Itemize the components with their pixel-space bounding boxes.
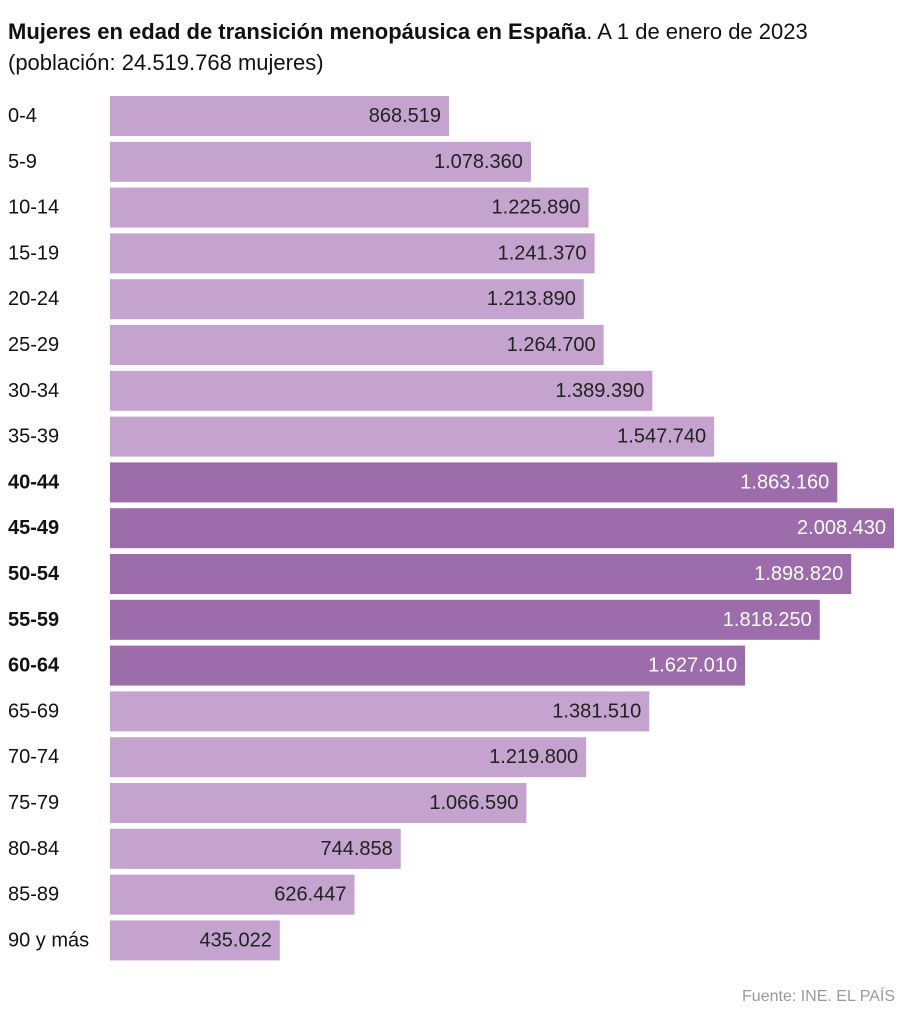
bar <box>110 187 589 228</box>
value-label: 1.898.820 <box>754 563 843 585</box>
bar-row-30-34: 30-34 1.389.390 <box>8 370 653 411</box>
category-label: 10-14 <box>8 197 59 219</box>
category-label: 20-24 <box>8 288 59 310</box>
category-label: 25-29 <box>8 334 59 356</box>
bar-row-35-39: 35-39 1.547.740 <box>8 416 715 457</box>
bar-row-15-19: 15-19 1.241.370 <box>8 233 595 274</box>
bar-row-75-79: 75-79 1.066.590 <box>8 783 527 823</box>
bar <box>110 691 650 732</box>
bar-row-70-74: 70-74 1.219.800 <box>8 737 587 778</box>
value-label: 1.066.590 <box>429 792 518 814</box>
bar-row-0-4: 0-4 868.519 <box>8 96 450 136</box>
chart-title-bold: Mujeres en edad de transición menopáusic… <box>8 19 587 44</box>
bar <box>110 141 531 182</box>
category-label: 15-19 <box>8 242 59 264</box>
value-label: 744.858 <box>320 838 392 860</box>
bar-row-60-64: 60-64 1.627.010 <box>8 645 746 686</box>
category-label: 70-74 <box>8 746 59 768</box>
category-label: 45-49 <box>8 517 59 539</box>
bar-row-85-89: 85-89 626.447 <box>8 874 355 915</box>
value-label: 1.389.390 <box>555 380 644 402</box>
value-label: 1.264.700 <box>507 334 596 356</box>
bar <box>110 920 280 961</box>
bar <box>110 599 820 640</box>
source-note: Fuente: INE. EL PAÍS <box>742 988 895 1005</box>
value-label: 435.022 <box>200 929 272 951</box>
bar <box>110 96 450 136</box>
category-label: 40-44 <box>8 471 60 493</box>
bar-row-90-y-más: 90 y más 435.022 <box>8 920 280 961</box>
bar <box>110 325 604 365</box>
bar-row-20-24: 20-24 1.213.890 <box>8 279 584 320</box>
category-label: 35-39 <box>8 426 59 448</box>
category-label: 65-69 <box>8 700 59 722</box>
bar-row-40-44: 40-44 1.863.160 <box>8 462 838 503</box>
category-label: 75-79 <box>8 792 59 814</box>
bar-row-10-14: 10-14 1.225.890 <box>8 187 589 228</box>
bar-chart: 0-4 868.519 5-9 1.078.360 10-14 1.225.890 15-1… <box>8 96 894 961</box>
bar <box>110 462 838 503</box>
bar <box>110 783 527 823</box>
value-label: 1.219.800 <box>489 746 578 768</box>
category-label: 50-54 <box>8 563 60 585</box>
category-label: 0-4 <box>8 105 37 127</box>
bar <box>110 828 401 869</box>
bar <box>110 508 894 549</box>
bar-row-80-84: 80-84 744.858 <box>8 828 401 869</box>
category-label: 30-34 <box>8 380 59 402</box>
value-label: 1.241.370 <box>498 242 587 264</box>
value-label: 1.381.510 <box>552 700 641 722</box>
bar-row-5-9: 5-9 1.078.360 <box>8 141 531 182</box>
value-label: 626.447 <box>274 884 346 906</box>
value-label: 1.818.250 <box>723 609 812 631</box>
category-label: 60-64 <box>8 655 60 677</box>
bar <box>110 233 595 274</box>
bar-row-45-49: 45-49 2.008.430 <box>8 508 894 549</box>
value-label: 2.008.430 <box>797 517 886 539</box>
value-label: 1.078.360 <box>434 151 523 173</box>
value-label: 1.863.160 <box>740 471 829 493</box>
bar <box>110 279 584 320</box>
chart-title-date: . A 1 de enero de 2023 <box>586 19 808 44</box>
chart-title: Mujeres en edad de transición menopáusic… <box>8 16 898 78</box>
category-label: 5-9 <box>8 151 37 173</box>
category-label: 80-84 <box>8 838 59 860</box>
category-label: 90 y más <box>8 929 89 951</box>
value-label: 1.213.890 <box>487 288 576 310</box>
category-label: 55-59 <box>8 609 59 631</box>
bar <box>110 554 852 594</box>
category-label: 85-89 <box>8 884 59 906</box>
bar <box>110 370 653 411</box>
bar <box>110 416 715 457</box>
bar-row-25-29: 25-29 1.264.700 <box>8 325 604 365</box>
value-label: 868.519 <box>369 105 441 127</box>
bar-row-65-69: 65-69 1.381.510 <box>8 691 650 732</box>
bar <box>110 645 746 686</box>
value-label: 1.547.740 <box>617 426 706 448</box>
bar <box>110 737 587 778</box>
bar-row-50-54: 50-54 1.898.820 <box>8 554 852 594</box>
bar-row-55-59: 55-59 1.818.250 <box>8 599 820 640</box>
bar <box>110 874 355 915</box>
value-label: 1.627.010 <box>648 655 737 677</box>
value-label: 1.225.890 <box>492 197 581 219</box>
chart-subtitle: (población: 24.519.768 mujeres) <box>8 50 324 75</box>
